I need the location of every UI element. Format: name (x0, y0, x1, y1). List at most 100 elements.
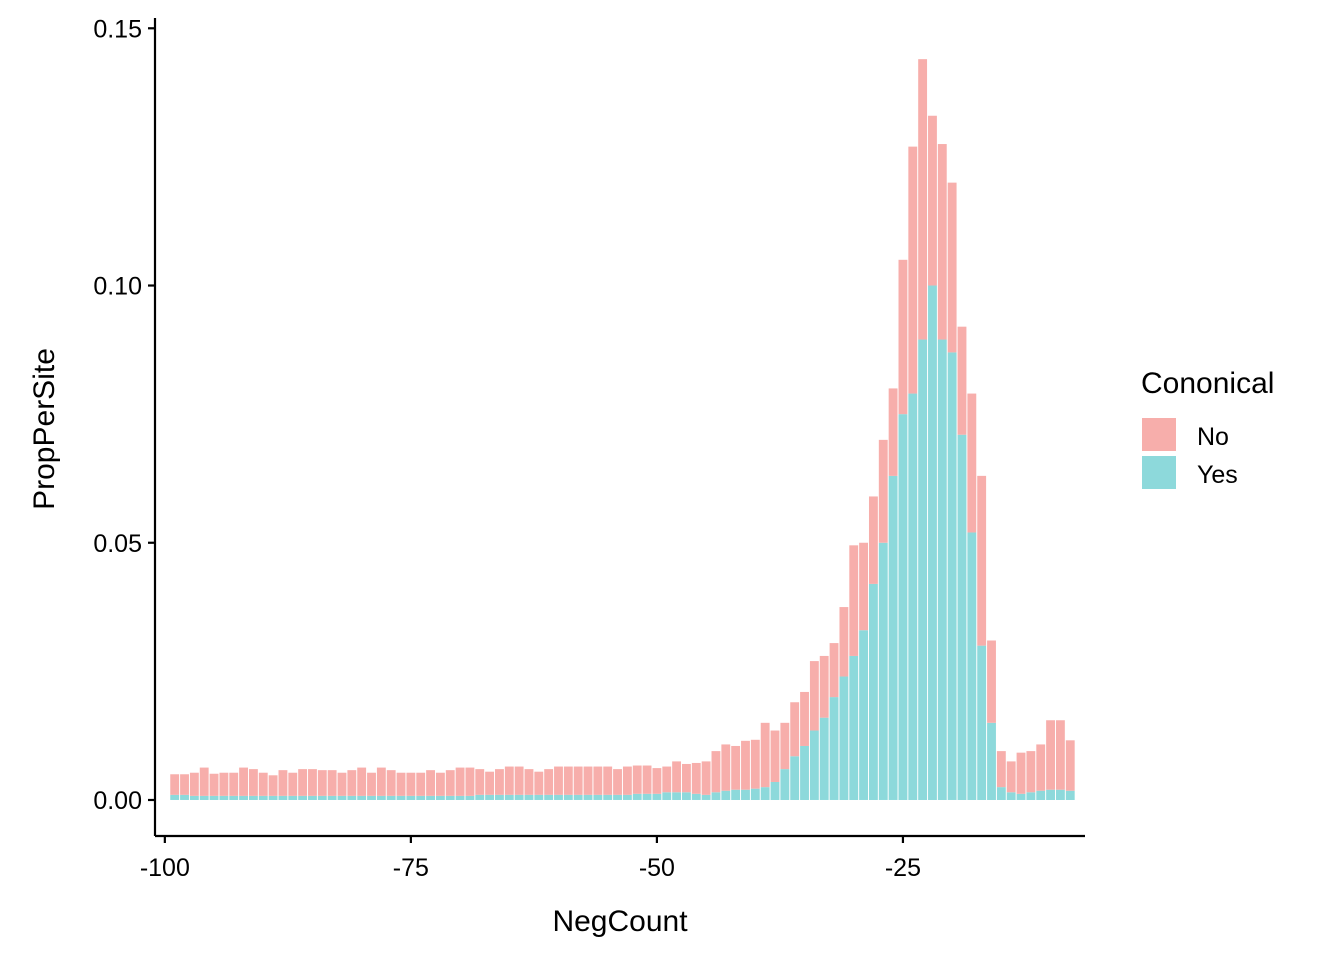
bar-yes (534, 794, 544, 800)
bar-yes (199, 795, 209, 800)
bar-no (908, 146, 918, 394)
bar-yes (642, 793, 652, 800)
bar-no (416, 772, 426, 796)
bar-no (396, 772, 406, 796)
bar-no (1036, 744, 1046, 791)
bar-yes (652, 793, 662, 800)
legend-label-no: No (1197, 423, 1229, 451)
bar-yes (426, 795, 435, 800)
bar-yes (554, 794, 563, 800)
bar-yes (918, 339, 928, 800)
bar-no (790, 702, 800, 757)
bar-yes (563, 794, 573, 800)
bar-yes (1055, 789, 1065, 800)
bar-yes (1065, 790, 1075, 800)
bar-no (317, 770, 327, 796)
bar-no (485, 771, 495, 795)
bar-yes (1006, 792, 1016, 800)
bar-yes (445, 795, 455, 800)
bar-no (170, 774, 180, 795)
bar-no (534, 771, 544, 795)
bar-no (308, 769, 317, 796)
bar-yes (967, 532, 977, 800)
bar-no (642, 765, 652, 794)
bar-yes (455, 795, 465, 800)
bar-yes (682, 792, 691, 800)
bar-yes (1026, 792, 1036, 800)
bar-yes (819, 717, 829, 800)
bar-yes (209, 795, 219, 800)
bar-yes (337, 795, 347, 800)
bar-no (465, 767, 475, 796)
bar-yes (947, 352, 957, 800)
bar-yes (514, 794, 524, 800)
bar-yes (317, 795, 327, 800)
bar-no (199, 767, 209, 796)
bar-no (367, 772, 376, 796)
bar-no (721, 744, 731, 791)
bar-no (180, 774, 189, 795)
bar-no (1055, 720, 1065, 790)
bar-no (800, 691, 809, 746)
bar-no (593, 766, 603, 795)
bar-no (898, 259, 908, 415)
bar-yes (957, 434, 967, 800)
bar-no (229, 772, 239, 796)
bar-yes (435, 795, 445, 800)
bar-no (435, 772, 445, 796)
bar-yes (750, 788, 760, 800)
bar-yes (741, 789, 750, 800)
bar-no (248, 769, 258, 796)
bar-yes (258, 795, 268, 800)
bar-no (514, 766, 524, 795)
bar-yes (1046, 789, 1055, 800)
axes-layer: 0.00 0.05 0.10 0.15 -100 -75 -50 -25 (93, 15, 1085, 882)
bar-yes (977, 645, 987, 800)
bar-no (819, 655, 829, 718)
bar-no (406, 772, 416, 796)
bar-yes (288, 795, 298, 800)
bar-no (475, 769, 485, 795)
bar-yes (504, 794, 514, 800)
bar-no (701, 761, 711, 795)
bar-no (544, 769, 554, 795)
bar-no (1016, 752, 1026, 794)
x-tick-label: -100 (140, 854, 190, 882)
bar-no (288, 772, 298, 796)
bar-no (386, 770, 396, 796)
y-tick-label: 0.05 (93, 530, 142, 558)
bar-yes (524, 794, 534, 800)
bar-yes (298, 795, 308, 800)
bar-yes (593, 794, 603, 800)
bar-yes (180, 794, 189, 800)
bar-yes (475, 794, 485, 800)
legend-swatch-no (1142, 418, 1176, 451)
bar-no (829, 643, 839, 698)
bar-no (928, 115, 937, 286)
bar-yes (937, 339, 947, 800)
bar-no (622, 766, 632, 795)
bar-no (1065, 740, 1075, 791)
bar-yes (662, 792, 672, 800)
bars-layer (170, 59, 1075, 800)
bar-yes (809, 730, 819, 800)
bar-no (750, 739, 760, 789)
bar-yes (829, 697, 839, 800)
bar-yes (189, 795, 199, 800)
bar-yes (622, 794, 632, 800)
bar-no (613, 769, 622, 795)
legend-title: Cononical (1141, 367, 1274, 400)
bar-no (455, 767, 465, 796)
bar-yes (613, 794, 622, 800)
bar-yes (1016, 793, 1026, 800)
bar-no (278, 770, 288, 796)
bar-no (524, 769, 534, 795)
bar-yes (928, 285, 937, 800)
bar-no (937, 144, 947, 340)
bar-no (672, 761, 682, 793)
bar-no (1046, 720, 1055, 790)
bar-no (347, 770, 357, 796)
bar-no (632, 765, 642, 794)
bar-no (878, 439, 888, 543)
bar-yes (760, 787, 770, 800)
